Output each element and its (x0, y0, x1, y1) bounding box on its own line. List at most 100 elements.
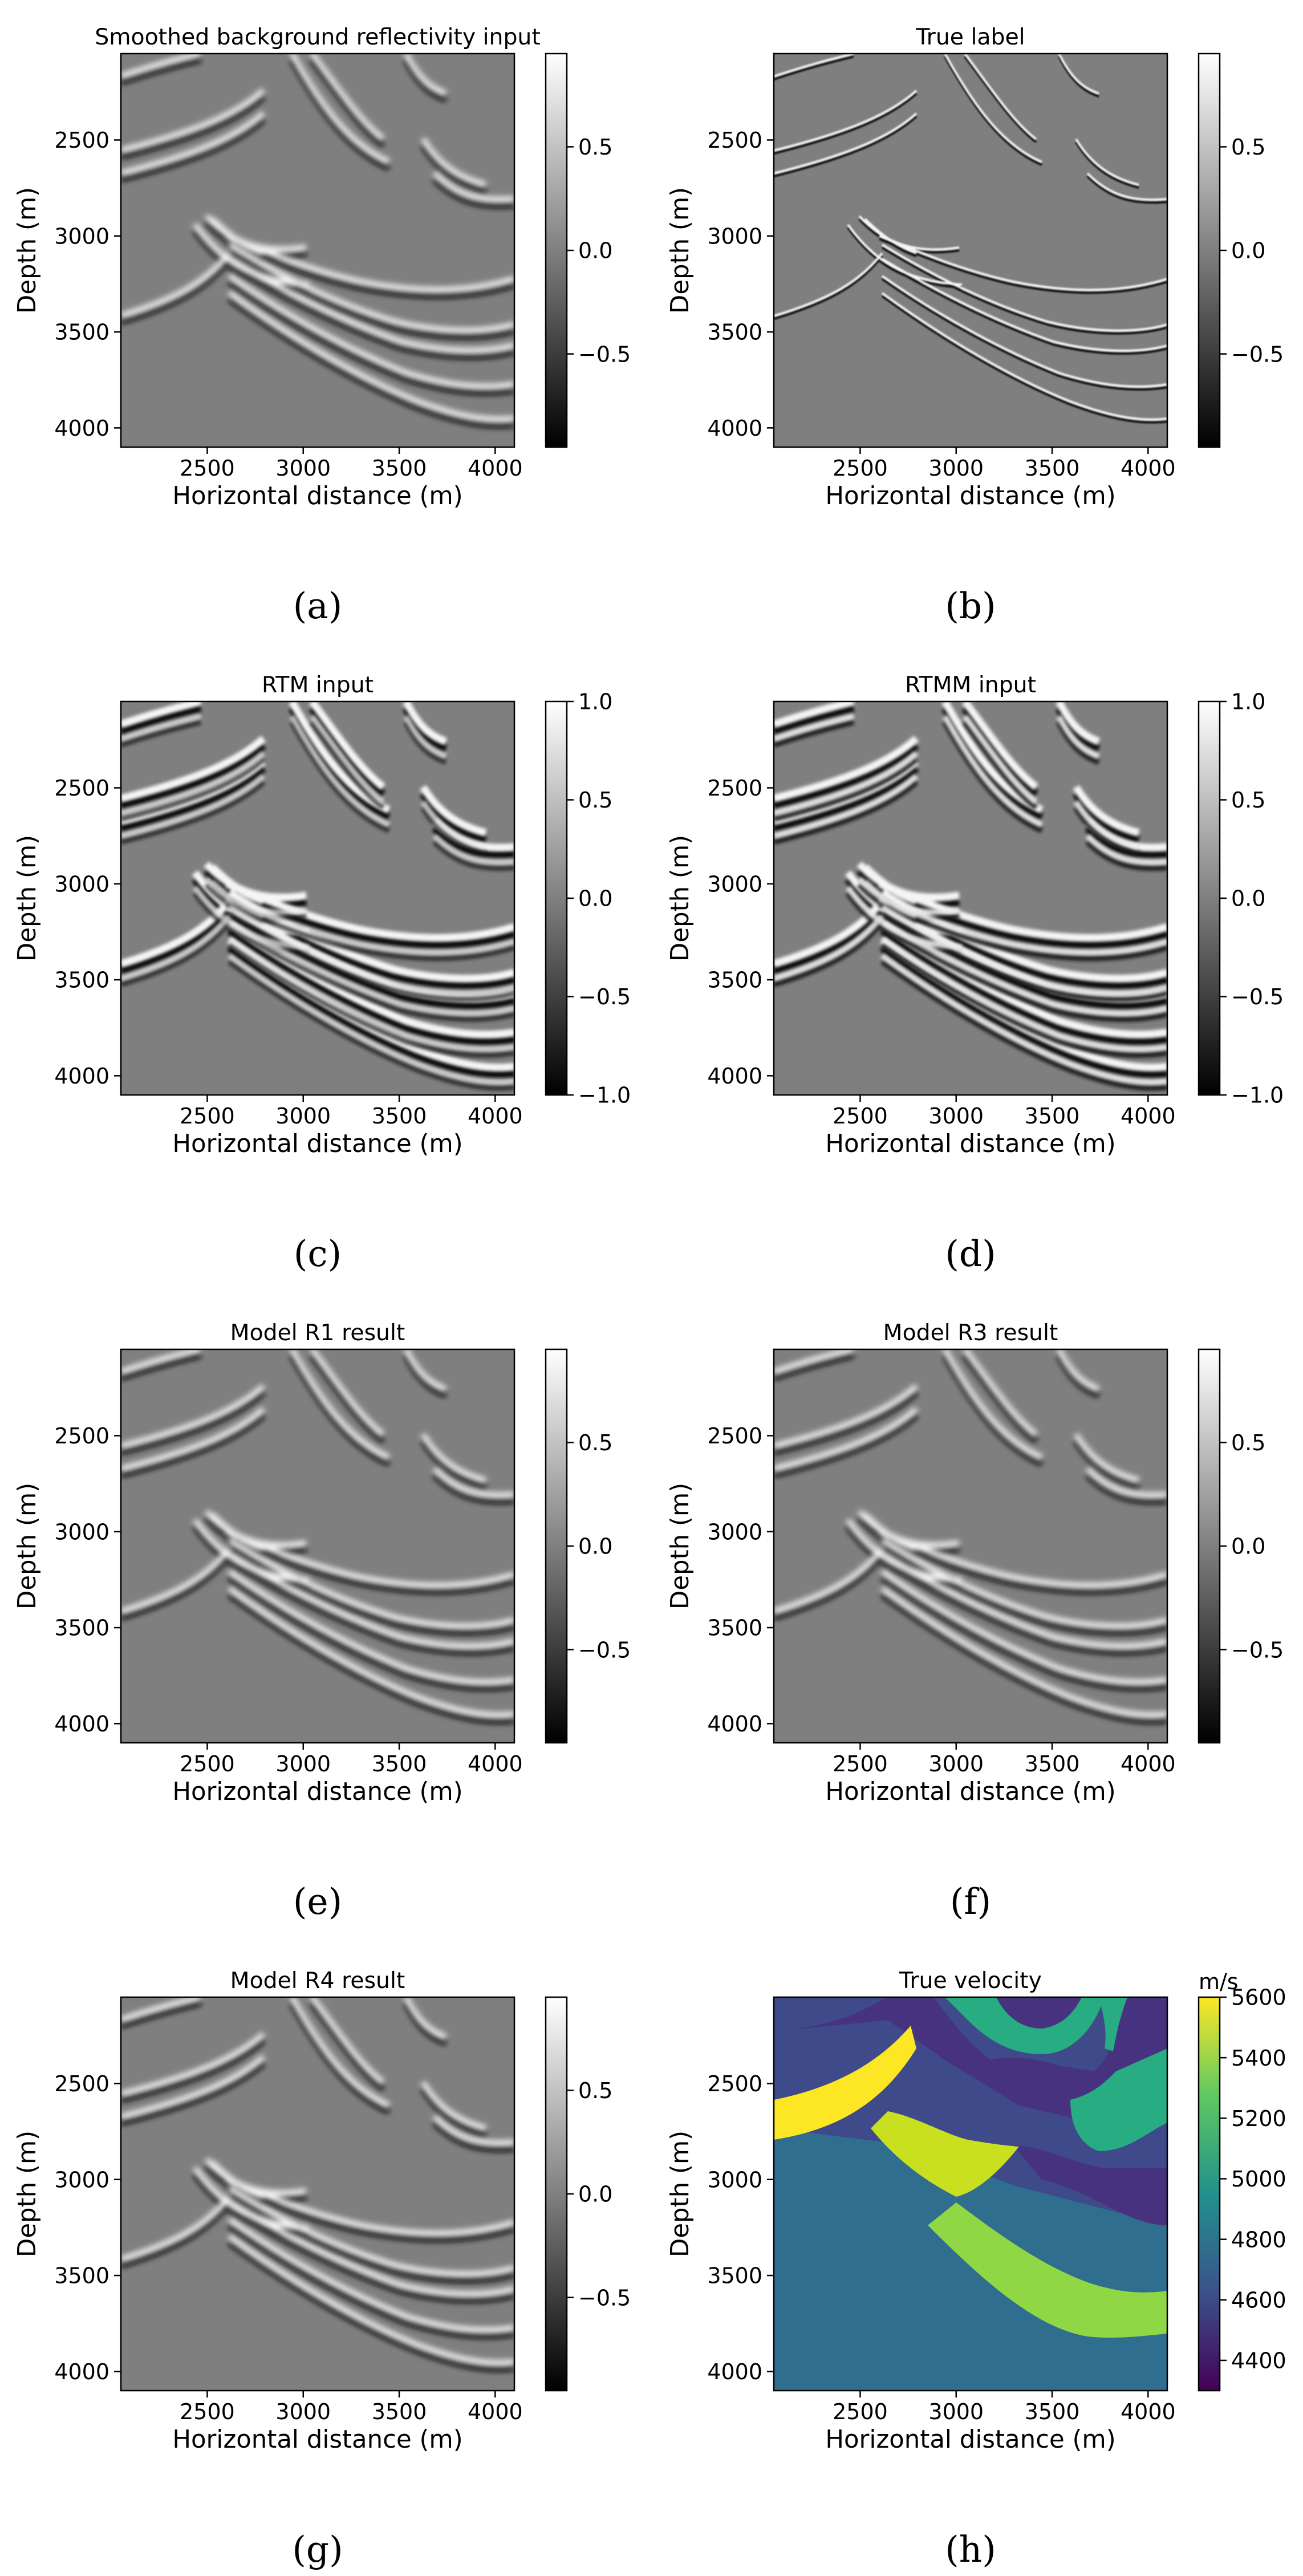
x-tick-label: 3000 (275, 2399, 331, 2424)
colorbar-tick-label: 5400 (1231, 2046, 1286, 2071)
y-axis-label: Depth (m) (13, 835, 42, 962)
y-tick-label: 3000 (707, 224, 762, 249)
plot-frame (120, 52, 515, 448)
y-axis-label: Depth (m) (13, 187, 42, 314)
subplot-caption: (e) (293, 1881, 342, 1922)
plot-frame (773, 1996, 1168, 2392)
y-tick-label: 2500 (54, 128, 109, 153)
y-tick-label: 3000 (707, 1519, 762, 1544)
x-axis-label: Horizontal distance (m) (172, 1778, 462, 1806)
x-tick-label: 3500 (372, 456, 427, 481)
x-tick-label: 3000 (928, 456, 984, 481)
colorbar-tick-label: −0.5 (1231, 342, 1284, 367)
colorbar-tick-label: 1.0 (1231, 689, 1265, 715)
subplot-title: True velocity (899, 1968, 1042, 1994)
colorbar-tick-label: −0.5 (578, 2285, 631, 2310)
x-tick-label: 2500 (833, 1104, 888, 1129)
x-tick-label: 4000 (1121, 1751, 1176, 1776)
y-tick-label: 3000 (54, 1519, 109, 1544)
subplot-h: 2500 3000 3500 40002500300035004000Horizont… (666, 1968, 1286, 2570)
y-tick-label: 2500 (707, 2071, 762, 2096)
y-tick-label: 4000 (707, 2359, 762, 2384)
subplot-caption: (f) (950, 1881, 991, 1922)
heatmap-image (774, 701, 1167, 1095)
x-axis-label: Horizontal distance (m) (172, 2425, 462, 2454)
colorbar-tick-label: 0.0 (578, 1534, 612, 1559)
colorbar: 0.5 0.0 −0.5 (545, 52, 631, 448)
plot-frame (120, 1348, 515, 1744)
y-tick-label: 3000 (54, 871, 109, 896)
subplot-d: 2500 3000 3500 40002500300035004000Horizont… (666, 672, 1284, 1275)
colorbar-tick-label: 0.0 (1231, 238, 1265, 263)
y-tick-label: 2500 (707, 128, 762, 153)
x-tick-label: 3500 (372, 1751, 427, 1776)
subplot-g: 2500 3000 3500 40002500300035004000Horizont… (13, 1968, 631, 2570)
x-tick-label: 2500 (180, 1751, 235, 1776)
colorbar-gradient (546, 1997, 567, 2391)
subplot-caption: (d) (945, 1233, 996, 1275)
colorbar-tick-label: 5000 (1231, 2167, 1286, 2192)
x-tick-label: 4000 (1121, 456, 1176, 481)
colorbar-tick-label: 0.0 (1231, 886, 1265, 911)
subplot-title: Model R1 result (230, 1320, 405, 1346)
colorbar: 0.5 0.0 −0.5 (1198, 52, 1284, 448)
y-tick-label: 3000 (54, 2167, 109, 2192)
x-tick-label: 4000 (1121, 2399, 1176, 2424)
y-axis-label: Depth (m) (666, 187, 695, 314)
colorbar-tick-label: 0.5 (578, 135, 612, 160)
colorbar-gradient (546, 701, 567, 1095)
subplot-title: Model R4 result (230, 1968, 405, 1994)
plot-frame (120, 1996, 515, 2392)
subplot-title: RTM input (262, 672, 374, 698)
y-tick-label: 3500 (707, 968, 762, 993)
subplot-f: 2500 3000 3500 40002500300035004000Horizont… (666, 1320, 1284, 1922)
x-axis-label: Horizontal distance (m) (172, 482, 462, 510)
y-tick-label: 4000 (54, 1064, 109, 1089)
colorbar: 1.0 0.5 0.0 −0.5 −1.0 (1198, 689, 1284, 1108)
plot-frame (773, 700, 1168, 1096)
plot-frame (773, 52, 1168, 448)
y-tick-label: 3500 (54, 1616, 109, 1641)
x-tick-label: 3500 (1025, 1751, 1080, 1776)
y-tick-label: 2500 (54, 1423, 109, 1449)
x-tick-label: 2500 (180, 456, 235, 481)
colorbar-tick-label: 0.5 (1231, 135, 1265, 160)
y-tick-label: 2500 (54, 2071, 109, 2096)
subplot-title: True label (915, 24, 1025, 50)
y-axis-label: Depth (m) (13, 1483, 42, 1609)
subplot-a: 2500 3000 3500 40002500300035004000Horizont… (13, 24, 631, 627)
y-tick-label: 4000 (54, 1711, 109, 1737)
plot-frame (773, 1348, 1168, 1744)
y-tick-label: 3500 (54, 320, 109, 345)
colorbar-tick-label: 0.5 (1231, 1430, 1265, 1455)
y-axis-label: Depth (m) (666, 835, 695, 962)
colorbar-tick-label: 0.5 (578, 1430, 612, 1455)
x-tick-label: 4000 (468, 456, 523, 481)
colorbar-tick-label: −1.0 (1231, 1083, 1284, 1108)
colorbar-tick-label: 1.0 (578, 689, 612, 715)
x-tick-label: 3000 (928, 2399, 984, 2424)
heatmap-image (121, 1349, 514, 1743)
y-tick-label: 4000 (707, 416, 762, 441)
subplot-title: Model R3 result (883, 1320, 1058, 1346)
y-tick-label: 4000 (54, 2359, 109, 2384)
colorbar-tick-label: 0.5 (1231, 788, 1265, 813)
x-tick-label: 4000 (468, 1751, 523, 1776)
heatmap-image (121, 54, 514, 447)
x-tick-label: 3000 (928, 1751, 984, 1776)
y-axis-label: Depth (m) (13, 2131, 42, 2257)
x-tick-label: 3500 (1025, 1104, 1080, 1129)
x-tick-label: 2500 (180, 2399, 235, 2424)
x-tick-label: 3000 (275, 456, 331, 481)
x-tick-label: 3500 (1025, 2399, 1080, 2424)
colorbar: 0.5 0.0 −0.5 (545, 1348, 631, 1744)
colorbar-tick-label: 0.0 (578, 886, 612, 911)
colorbar: 0.5 0.0 −0.5 (545, 1996, 631, 2392)
subplot-caption: (h) (945, 2529, 996, 2570)
subplot-title: Smoothed background reflectivity input (95, 24, 541, 50)
y-tick-label: 2500 (707, 776, 762, 801)
colorbar-tick-label: 4400 (1231, 2348, 1286, 2374)
colorbar-gradient (546, 54, 567, 447)
y-tick-label: 4000 (707, 1064, 762, 1089)
